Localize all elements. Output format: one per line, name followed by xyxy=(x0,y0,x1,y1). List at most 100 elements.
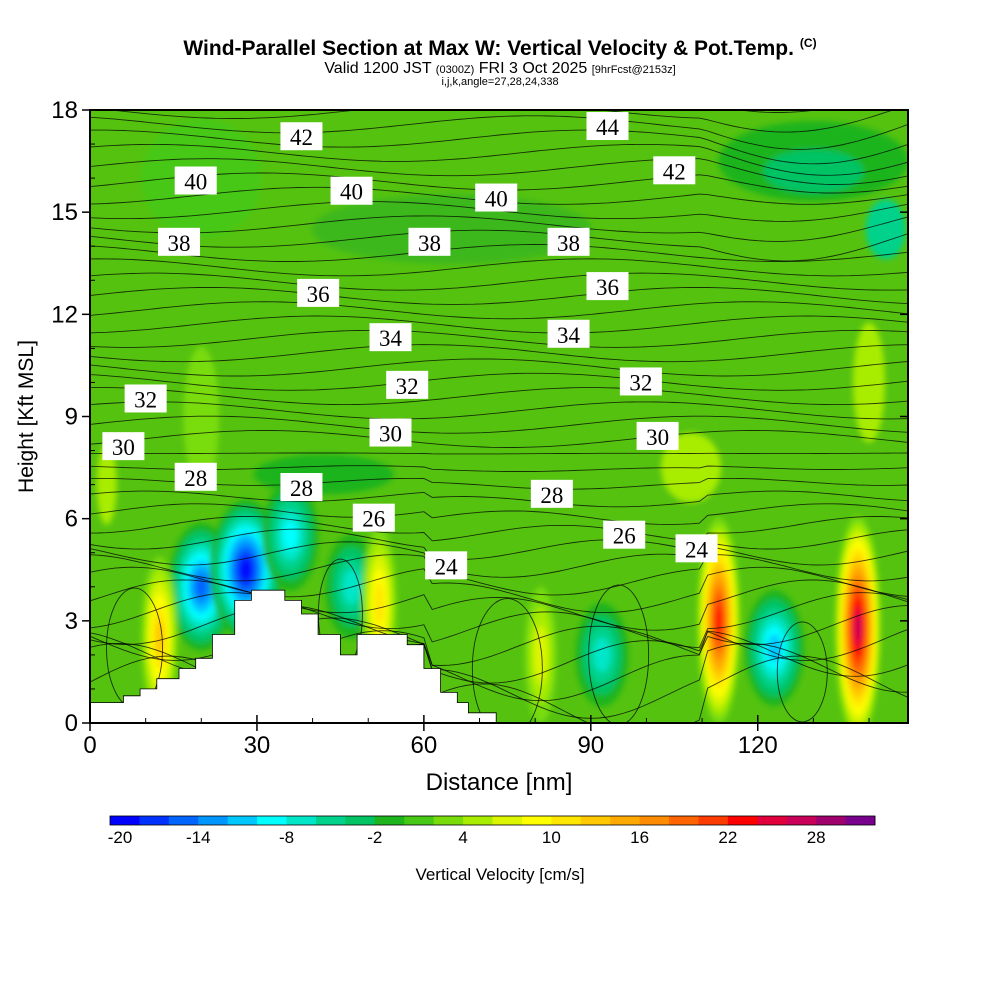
colorbar: -20 -14 -8 -2 4 10 16 22 28 xyxy=(108,815,876,847)
contour-label-text: 28 xyxy=(184,466,207,491)
isentrope-line xyxy=(90,490,908,508)
isentrope-line xyxy=(90,372,908,391)
y-tick-label: 9 xyxy=(65,404,78,431)
isentrope-line xyxy=(90,541,908,578)
contour-label: 42 xyxy=(280,122,323,151)
colorbar-tick-label: -2 xyxy=(367,828,382,847)
chart-subtitle: Valid 1200 JST (0300Z) FRI 3 Oct 2025 [9… xyxy=(0,60,1000,78)
contour-label: 30 xyxy=(369,418,412,447)
colorbar-tick-label: 16 xyxy=(630,828,649,847)
contour-label-text: 44 xyxy=(596,115,620,140)
colorbar-tick-label: 10 xyxy=(542,828,561,847)
x-axis-label: Distance [nm] xyxy=(426,769,573,796)
y-tick-label: 3 xyxy=(65,608,78,635)
contour-label-box xyxy=(675,534,718,563)
colorbar-swatch xyxy=(786,816,817,825)
y-tick-label: 12 xyxy=(51,301,78,328)
updraft-core xyxy=(855,615,861,641)
colorbar-swatch xyxy=(168,816,199,825)
contour-label: 26 xyxy=(603,520,646,549)
contour-label-box xyxy=(174,166,217,195)
downdraft-core xyxy=(593,637,611,673)
isentrope-line xyxy=(90,129,908,165)
y-tick-label: 15 xyxy=(51,199,78,226)
downdraft-core xyxy=(282,520,298,551)
downdraft-core xyxy=(767,634,782,662)
contour-label-text: 36 xyxy=(307,282,330,307)
isentrope-line xyxy=(90,579,908,631)
colorbar-swatch xyxy=(345,816,376,825)
contour-label-box xyxy=(653,156,696,185)
isentrope-line xyxy=(90,315,908,334)
contour-label: 34 xyxy=(369,323,412,352)
isentrope-loop xyxy=(588,584,650,723)
valid-date: FRI 3 Oct 2025 xyxy=(478,60,588,77)
colorbar-swatch xyxy=(404,816,435,825)
colorbar-swatch xyxy=(727,816,758,825)
vertical-velocity-field xyxy=(90,110,908,723)
isentrope-line xyxy=(90,415,908,434)
colorbar-swatch xyxy=(374,816,405,825)
contour-label-text: 38 xyxy=(557,231,580,256)
x-tick-label: 120 xyxy=(738,732,778,759)
colorbar-swatch xyxy=(315,816,346,825)
isentrope-line xyxy=(90,387,908,406)
contour-label-box xyxy=(603,520,646,549)
contour-label: 32 xyxy=(386,370,429,399)
isentrope-line xyxy=(107,110,895,133)
contour-label: 40 xyxy=(330,176,373,205)
isentrope-line xyxy=(90,528,908,561)
isentrope-line xyxy=(90,401,908,420)
x-tick-label: 0 xyxy=(83,732,96,759)
contour-label-box xyxy=(547,319,590,348)
chart-title: Wind-Parallel Section at Max W: Vertical… xyxy=(0,36,1000,61)
contour-label: 24 xyxy=(675,534,718,563)
updraft-core xyxy=(533,625,548,685)
isentrope-line xyxy=(90,465,908,472)
isentrope-line xyxy=(90,592,908,649)
colorbar-swatch xyxy=(610,816,641,825)
updraft-core xyxy=(155,619,164,657)
contour-label: 28 xyxy=(530,479,573,508)
contour-label-box xyxy=(369,323,412,352)
x-tick-label: 90 xyxy=(577,732,604,759)
contour-label-box xyxy=(408,227,451,256)
contour-label: 36 xyxy=(586,272,629,301)
colorbar-tick-label: 4 xyxy=(458,828,467,847)
contour-label-box xyxy=(369,418,412,447)
colorbar-swatch xyxy=(521,816,552,825)
isentrope-line xyxy=(90,229,908,262)
isentrope-loop xyxy=(471,598,543,723)
colorbar-swatch xyxy=(698,816,729,825)
contour-label: 36 xyxy=(297,278,340,307)
contour-label-text: 30 xyxy=(112,435,135,460)
colorbar-tick-label: -14 xyxy=(186,828,211,847)
colorbar-label: Vertical Velocity [cm/s] xyxy=(415,865,584,884)
contour-label-text: 38 xyxy=(418,231,441,256)
colorbar-swatch xyxy=(580,816,611,825)
contour-label-text: 42 xyxy=(290,125,313,150)
colorbar-swatch xyxy=(198,816,229,825)
contour-label: 28 xyxy=(174,462,217,491)
isentrope-line xyxy=(90,215,908,242)
y-tick-label: 6 xyxy=(65,506,78,533)
colorbar-swatch xyxy=(816,816,847,825)
contour-label-text: 26 xyxy=(362,507,385,532)
isentrope-line xyxy=(90,258,908,277)
contour-label-text: 30 xyxy=(646,425,669,450)
contour-label: 24 xyxy=(425,551,468,580)
isentrope-line xyxy=(90,301,908,320)
isentrope-line xyxy=(90,477,908,490)
contour-label-text: 26 xyxy=(613,524,636,549)
contour-label: 26 xyxy=(352,503,395,532)
isentrope-line xyxy=(90,452,908,455)
isentrope-line xyxy=(90,272,908,291)
contour-label-text: 40 xyxy=(340,180,363,205)
isentrope-line xyxy=(90,115,908,150)
contour-label: 28 xyxy=(280,473,323,502)
y-axis-label: Height [Kft MSL] xyxy=(15,340,38,493)
contour-label: 38 xyxy=(547,227,590,256)
contour-label-text: 28 xyxy=(540,483,563,508)
colorbar-swatch xyxy=(257,816,288,825)
colorbar-tick-label: 22 xyxy=(718,828,737,847)
